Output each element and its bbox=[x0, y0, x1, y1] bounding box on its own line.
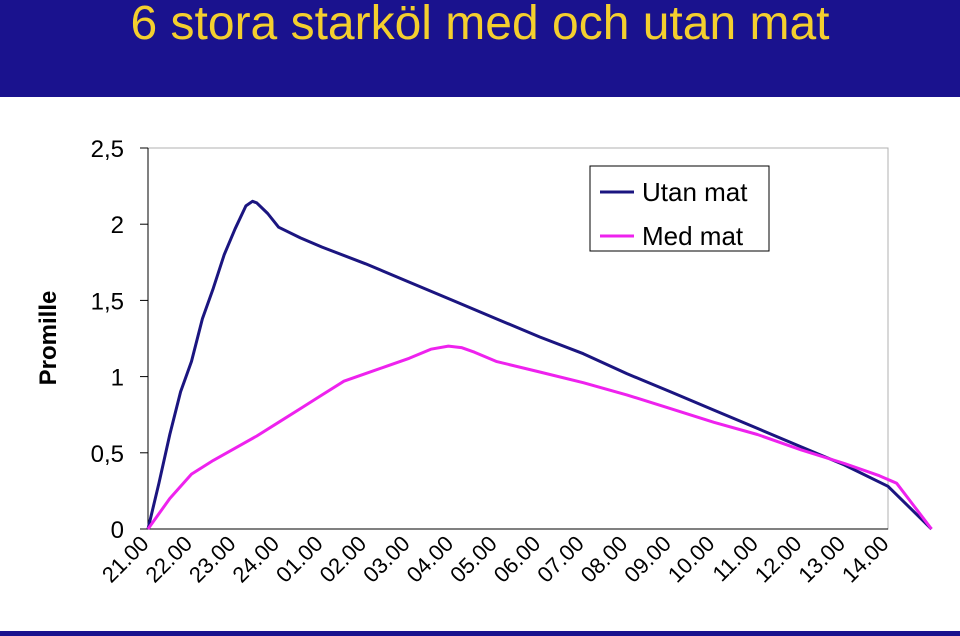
y-tick-label: 0 bbox=[111, 517, 124, 544]
x-tick-label: 05.00 bbox=[445, 531, 502, 588]
series-line-utan-mat bbox=[146, 199, 933, 531]
x-tick-label: 23.00 bbox=[184, 531, 241, 588]
x-tick-label: 22.00 bbox=[140, 531, 197, 588]
y-tick-label: 2,5 bbox=[91, 136, 124, 163]
x-tick-label: 08.00 bbox=[576, 531, 633, 588]
x-tick-label: 04.00 bbox=[402, 531, 459, 588]
x-tick-label: 02.00 bbox=[315, 531, 372, 588]
legend-label: Utan mat bbox=[642, 177, 748, 207]
y-tick-label: 1,5 bbox=[91, 288, 124, 315]
y-tick-label: 2 bbox=[111, 212, 124, 239]
legend-label: Med mat bbox=[642, 221, 744, 251]
slide-title: 6 stora starköl med och utan mat bbox=[130, 0, 830, 50]
title-bar bbox=[0, 0, 960, 97]
x-tick-label: 24.00 bbox=[228, 531, 285, 588]
x-tick-label: 01.00 bbox=[271, 531, 328, 588]
x-tick-label: 11.00 bbox=[707, 531, 762, 586]
y-axis-label: Promille bbox=[35, 291, 62, 386]
x-tick-label: 03.00 bbox=[358, 531, 415, 588]
x-tick-label: 21.00 bbox=[97, 531, 154, 588]
x-tick-label: 07.00 bbox=[532, 531, 589, 588]
series-line-med-mat bbox=[146, 344, 933, 530]
x-tick-label: 06.00 bbox=[489, 531, 546, 588]
x-tick-label: 10.00 bbox=[663, 531, 720, 588]
x-tick-label: 14.00 bbox=[837, 531, 894, 588]
y-tick-label: 0,5 bbox=[91, 441, 124, 468]
x-tick-label: 09.00 bbox=[619, 531, 676, 588]
x-tick-label: 12.00 bbox=[750, 531, 807, 588]
bottom-bar bbox=[0, 631, 960, 636]
y-tick-label: 1 bbox=[111, 365, 124, 392]
x-tick-label: 13.00 bbox=[793, 531, 850, 588]
